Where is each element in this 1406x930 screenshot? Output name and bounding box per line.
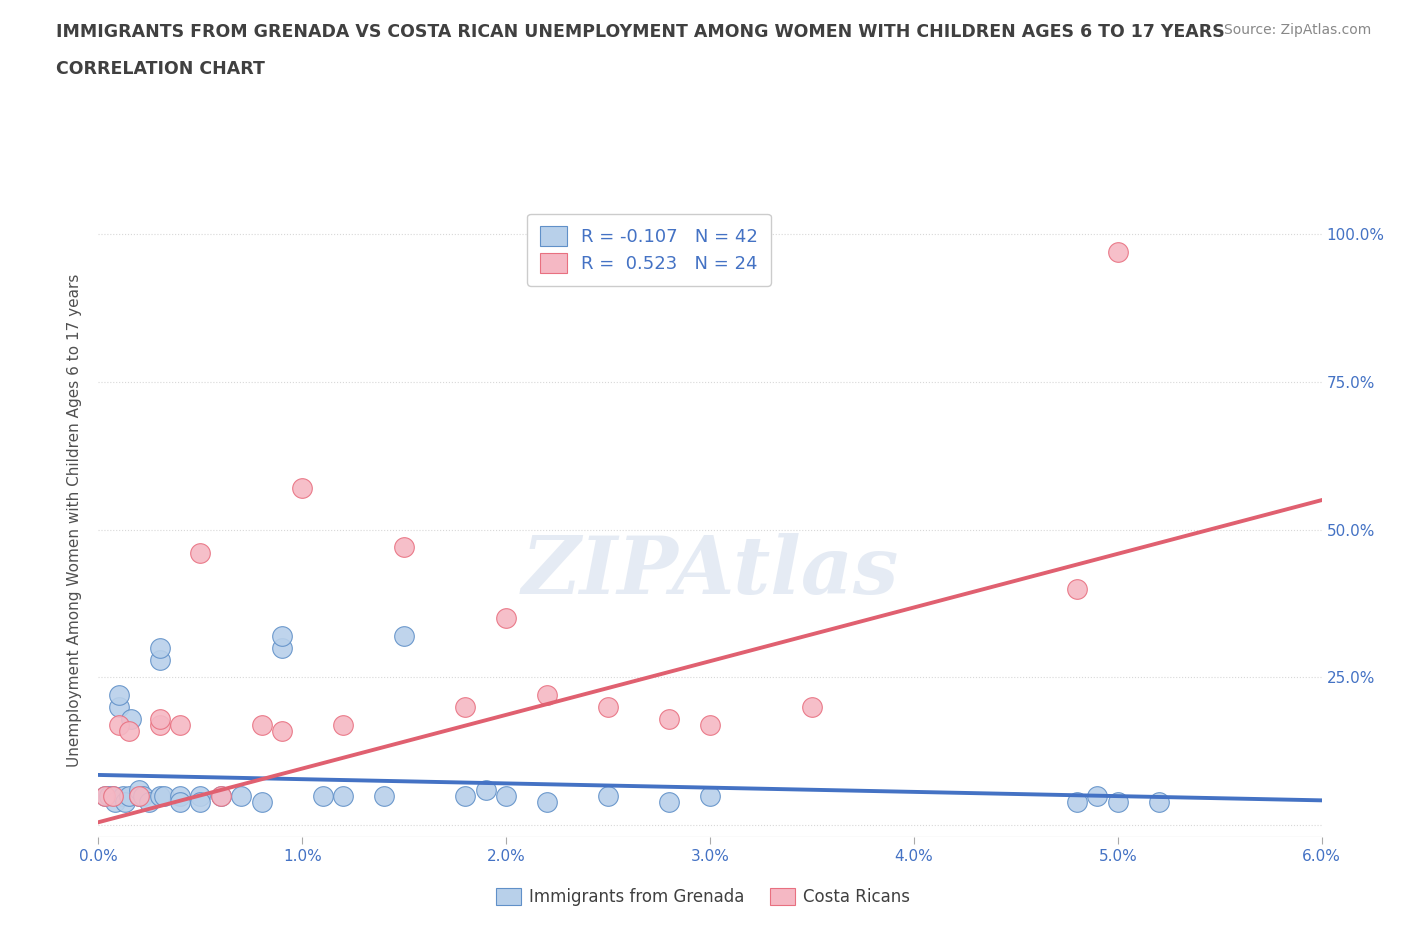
Point	[111, 789, 134, 804]
Point	[598, 699, 620, 714]
Point	[128, 789, 150, 804]
Point	[104, 794, 127, 809]
Text: CORRELATION CHART: CORRELATION CHART	[56, 60, 266, 78]
Point	[101, 789, 124, 804]
Point	[108, 687, 131, 702]
Point	[108, 717, 131, 732]
Point	[149, 641, 172, 656]
Point	[495, 611, 517, 626]
Point	[128, 789, 150, 804]
Point	[454, 699, 477, 714]
Point	[270, 641, 292, 656]
Point	[392, 540, 416, 555]
Point	[332, 717, 354, 732]
Point	[291, 481, 314, 496]
Point	[93, 789, 115, 804]
Legend: R = -0.107   N = 42, R =  0.523   N = 24: R = -0.107 N = 42, R = 0.523 N = 24	[527, 214, 770, 286]
Point	[474, 782, 498, 797]
Point	[495, 789, 517, 804]
Point	[250, 794, 273, 809]
Point	[699, 717, 721, 732]
Y-axis label: Unemployment Among Women with Children Ages 6 to 17 years: Unemployment Among Women with Children A…	[67, 274, 83, 767]
Point	[392, 629, 416, 644]
Point	[1066, 794, 1088, 809]
Point	[270, 629, 292, 644]
Point	[149, 711, 172, 726]
Point	[209, 789, 232, 804]
Point	[169, 794, 191, 809]
Point	[149, 717, 172, 732]
Point	[149, 789, 172, 804]
Point	[118, 724, 141, 738]
Legend: Immigrants from Grenada, Costa Ricans: Immigrants from Grenada, Costa Ricans	[489, 881, 917, 912]
Point	[93, 789, 115, 804]
Point	[1085, 789, 1108, 804]
Point	[1147, 794, 1170, 809]
Point	[101, 789, 124, 804]
Point	[454, 789, 477, 804]
Point	[373, 789, 395, 804]
Point	[108, 699, 131, 714]
Point	[128, 782, 150, 797]
Point	[658, 794, 681, 809]
Point	[149, 652, 172, 667]
Point	[1066, 581, 1088, 596]
Point	[270, 724, 292, 738]
Point	[801, 699, 824, 714]
Point	[152, 789, 174, 804]
Point	[699, 789, 721, 804]
Point	[120, 711, 142, 726]
Point	[118, 789, 141, 804]
Point	[188, 546, 212, 561]
Text: Source: ZipAtlas.com: Source: ZipAtlas.com	[1223, 23, 1371, 37]
Point	[311, 789, 335, 804]
Point	[169, 789, 191, 804]
Point	[231, 789, 253, 804]
Text: ZIPAtlas: ZIPAtlas	[522, 533, 898, 610]
Point	[188, 789, 212, 804]
Text: IMMIGRANTS FROM GRENADA VS COSTA RICAN UNEMPLOYMENT AMONG WOMEN WITH CHILDREN AG: IMMIGRANTS FROM GRENADA VS COSTA RICAN U…	[56, 23, 1225, 41]
Point	[1107, 245, 1129, 259]
Point	[188, 794, 212, 809]
Point	[97, 789, 120, 804]
Point	[1107, 794, 1129, 809]
Point	[209, 789, 232, 804]
Point	[332, 789, 354, 804]
Point	[598, 789, 620, 804]
Point	[114, 794, 136, 809]
Point	[169, 717, 191, 732]
Point	[138, 794, 160, 809]
Point	[250, 717, 273, 732]
Point	[132, 789, 155, 804]
Point	[658, 711, 681, 726]
Point	[536, 794, 558, 809]
Point	[536, 687, 558, 702]
